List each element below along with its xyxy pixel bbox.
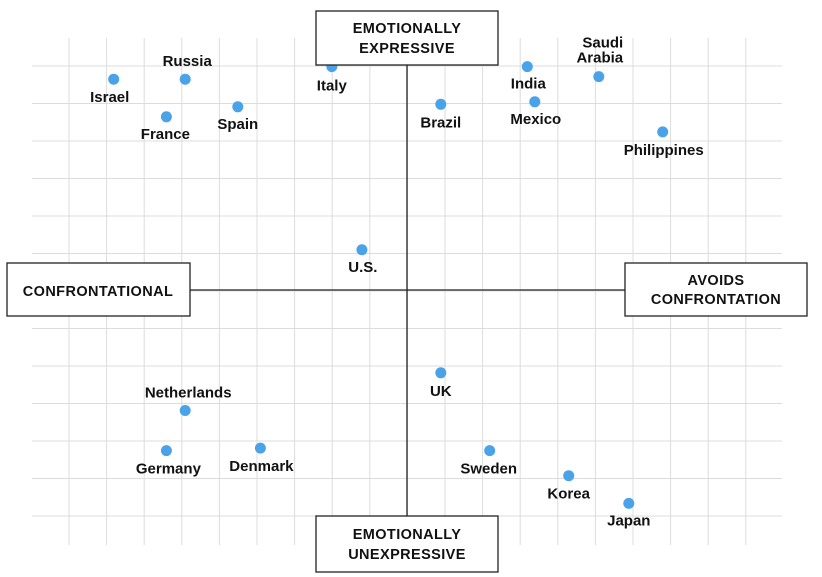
point-sweden <box>484 445 496 457</box>
point-saudi-arabia <box>593 71 605 83</box>
point-label-korea: Korea <box>547 486 590 503</box>
point-label-japan: Japan <box>607 512 650 529</box>
point-label-uk: UK <box>430 383 452 400</box>
point-label-u-s: U.S. <box>348 259 377 276</box>
point-russia <box>179 73 191 85</box>
point-korea <box>563 470 575 482</box>
axis-label-right: AVOIDS CONFRONTATION <box>624 262 808 317</box>
point-label-denmark: Denmark <box>229 458 294 475</box>
point-label-sweden: Sweden <box>460 461 517 478</box>
point-denmark <box>254 442 266 454</box>
point-label-brazil: Brazil <box>420 114 461 131</box>
point-label-germany: Germany <box>136 461 202 478</box>
point-label-russia: Russia <box>163 53 213 70</box>
point-label-israel: Israel <box>90 89 129 106</box>
data-points: Israel Russia France Spain Italy Brazil India M… <box>90 35 704 530</box>
point-label-mexico: Mexico <box>510 111 561 128</box>
point-label-france: France <box>141 126 190 143</box>
point-label-italy: Italy <box>317 78 348 95</box>
point-philippines <box>657 126 669 138</box>
point-label-spain: Spain <box>217 116 258 133</box>
point-netherlands <box>179 405 191 416</box>
point-label-philippines: Philippines <box>624 142 704 159</box>
point-mexico <box>529 96 541 108</box>
point-label-netherlands: Netherlands <box>145 385 232 402</box>
axis-label-right-line-2: CONFRONTATION <box>651 292 781 308</box>
point-label-saudi-arabia: Arabia <box>576 50 623 67</box>
point-u-s <box>356 244 368 256</box>
point-india <box>521 61 533 73</box>
axis-label-bottom: EMOTIONALLY UNEXPRESSIVE <box>315 515 499 573</box>
axis-label-top: EMOTIONALLY EXPRESSIVE <box>315 10 499 66</box>
point-brazil <box>435 98 447 110</box>
axis-label-top-line-1: EMOTIONALLY <box>353 21 462 37</box>
point-germany <box>160 445 172 457</box>
axis-label-bottom-line-2: UNEXPRESSIVE <box>348 547 466 563</box>
point-uk <box>435 367 447 379</box>
point-japan <box>623 497 635 509</box>
axis-label-left-line-1: CONFRONTATIONAL <box>23 284 173 300</box>
point-label-india: India <box>511 76 547 93</box>
point-label-saudi-arabia: Saudi <box>582 35 623 52</box>
axis-label-left: CONFRONTATIONAL <box>6 262 191 317</box>
axis-label-right-line-1: AVOIDS <box>688 273 745 289</box>
point-france <box>160 111 172 123</box>
axis-label-bottom-line-1: EMOTIONALLY <box>353 527 462 543</box>
axis-label-top-line-2: EXPRESSIVE <box>359 41 455 57</box>
point-spain <box>232 101 244 113</box>
point-israel <box>108 73 120 85</box>
